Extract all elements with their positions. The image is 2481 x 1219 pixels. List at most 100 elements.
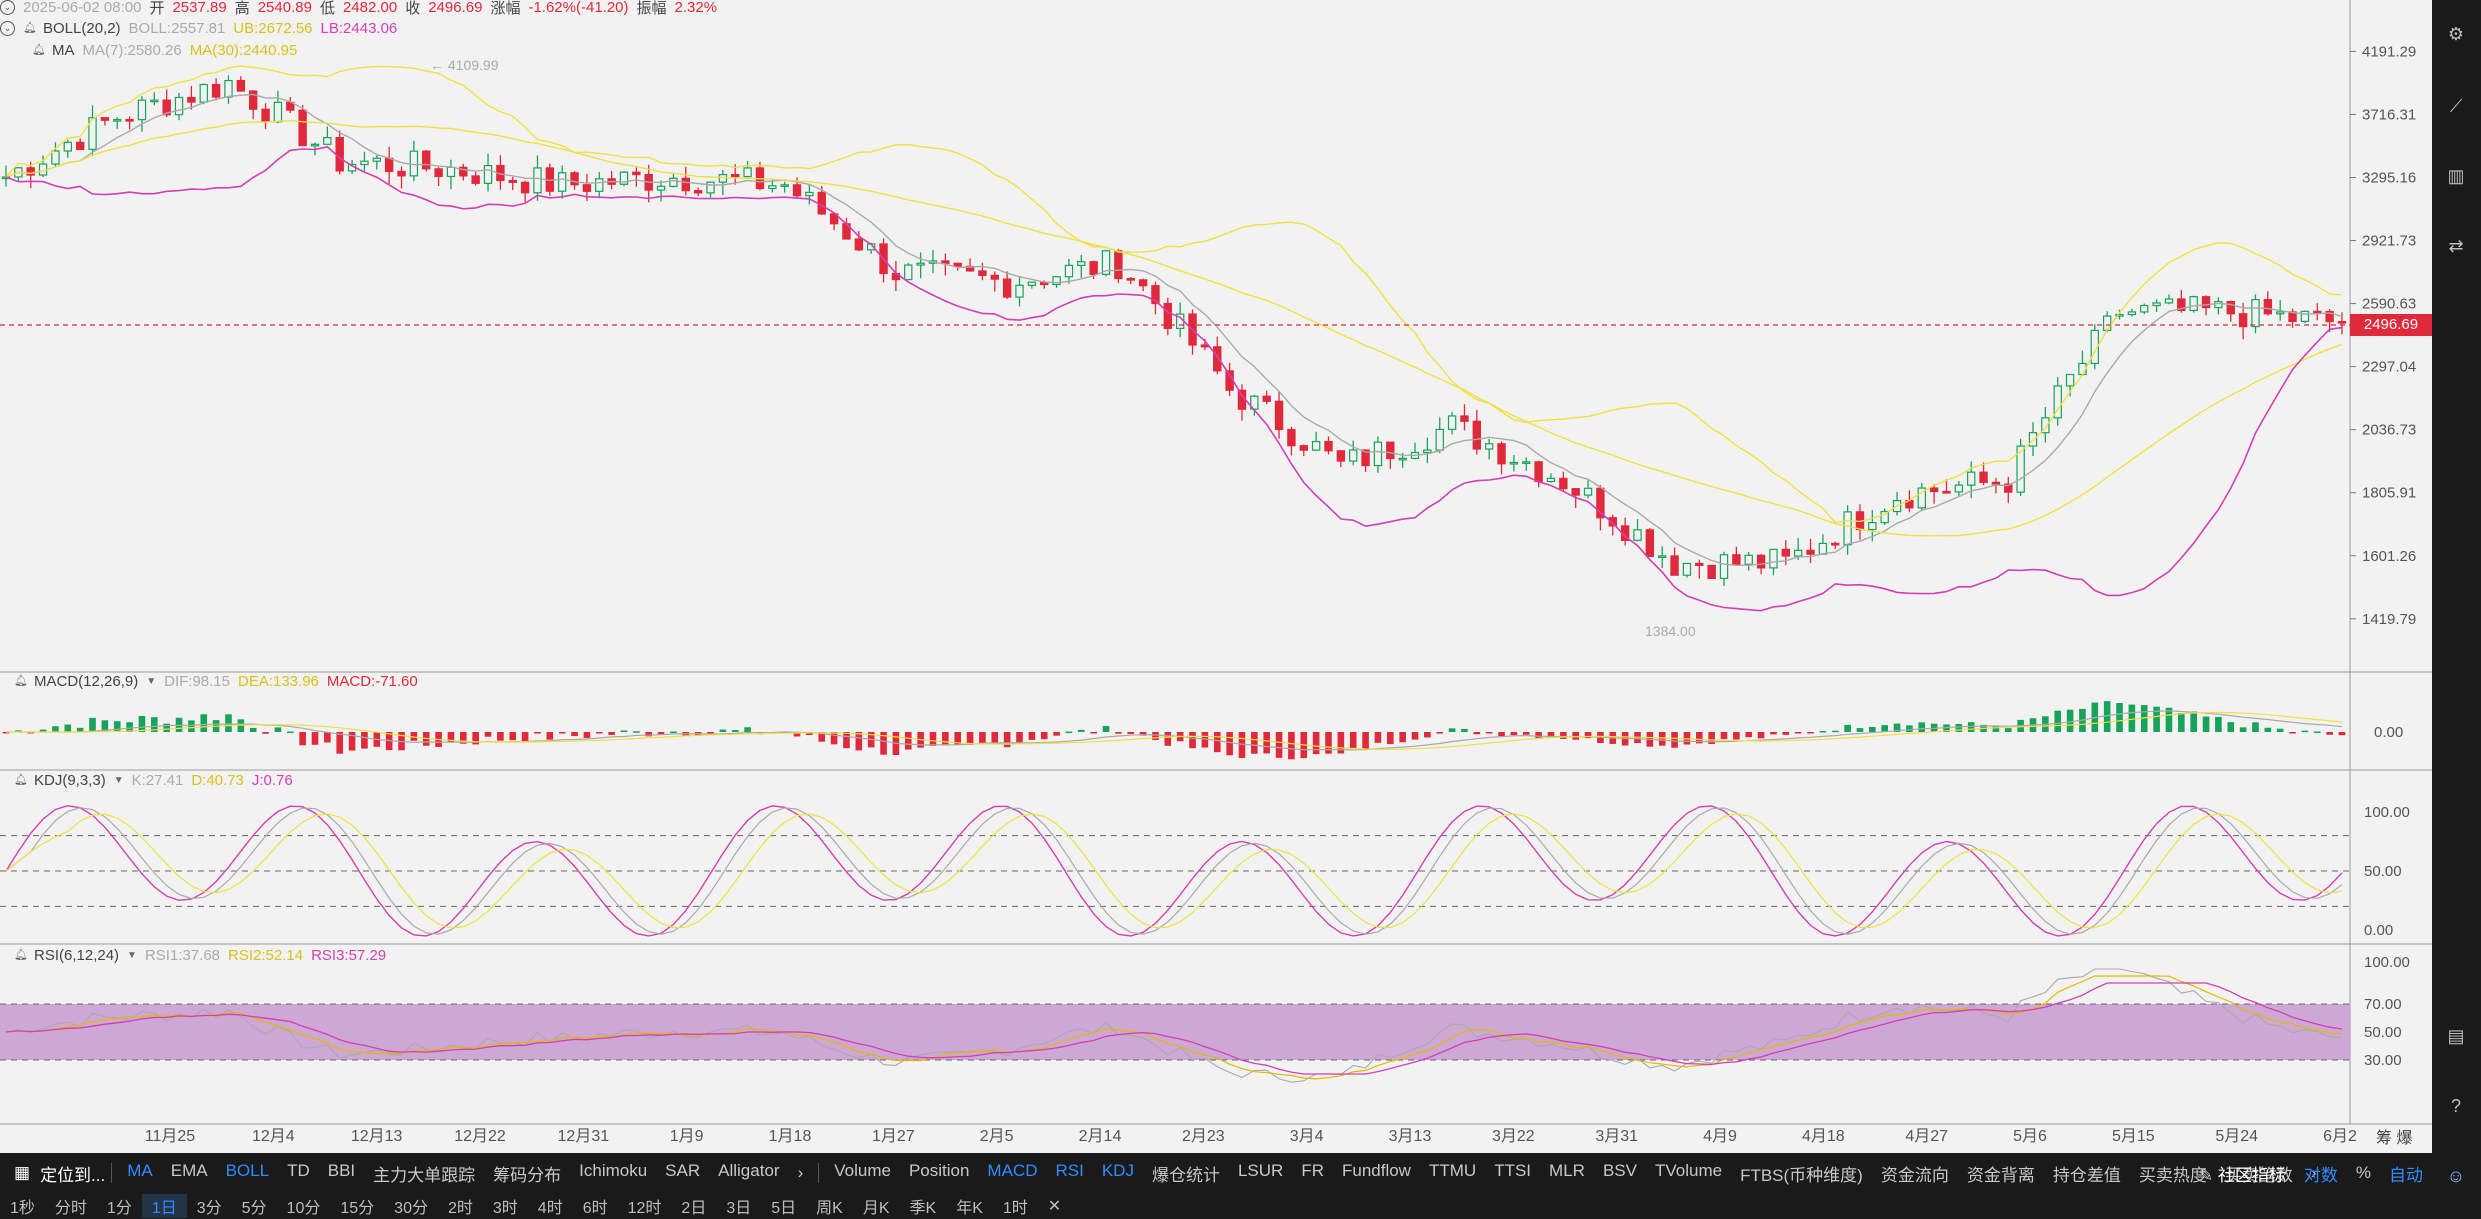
candle-up bbox=[1843, 511, 1852, 546]
bell-icon[interactable]: 🔔︎ bbox=[14, 774, 28, 786]
corner-label[interactable]: 筹 爆 bbox=[2376, 1130, 2413, 1147]
log-scale-toggle[interactable]: 对数 bbox=[2303, 1165, 2338, 1185]
timeframe-1[interactable]: 分时 bbox=[54, 1200, 87, 1217]
macd-bar bbox=[1770, 732, 1777, 735]
candle-down bbox=[941, 260, 950, 264]
locate-button[interactable]: ▦ 定位到... bbox=[14, 1163, 106, 1185]
timeframe-2[interactable]: 1分 bbox=[106, 1200, 132, 1217]
date-axis-label: 12月13 bbox=[351, 1128, 403, 1145]
bell-icon[interactable]: 🔔︎ bbox=[14, 675, 28, 687]
help-icon[interactable]: ? bbox=[2450, 1096, 2461, 1116]
indicator--[interactable]: 资金背离 bbox=[1966, 1165, 2035, 1185]
indicator-volume[interactable]: Volume bbox=[834, 1160, 891, 1180]
indicator--[interactable]: 持仓差值 bbox=[2052, 1165, 2121, 1185]
indicator-ema[interactable]: EMA bbox=[170, 1160, 208, 1180]
candle-down bbox=[2201, 296, 2211, 309]
divider bbox=[111, 1163, 113, 1183]
timeframe-13[interactable]: 12时 bbox=[627, 1200, 662, 1217]
indicator-tvolume[interactable]: TVolume bbox=[1654, 1160, 1723, 1180]
indicator-ftbs-[interactable]: FTBS(币种维度) bbox=[1740, 1165, 1863, 1185]
timeframe-21[interactable]: 1时 bbox=[1002, 1200, 1028, 1217]
macd-bar bbox=[1016, 732, 1023, 743]
candle-down bbox=[1781, 548, 1791, 557]
indicator--[interactable]: 买卖笔数 bbox=[2224, 1165, 2293, 1185]
indicator-fr[interactable]: FR bbox=[1301, 1160, 1324, 1180]
indicator--[interactable]: 筹码分布 bbox=[493, 1165, 562, 1185]
indicator-lsur[interactable]: LSUR bbox=[1237, 1160, 1284, 1180]
timeframe-10[interactable]: 3时 bbox=[492, 1200, 518, 1217]
layout-icon[interactable]: ▤ bbox=[2447, 1026, 2465, 1046]
timeframe-16[interactable]: 5日 bbox=[771, 1200, 797, 1217]
bell-icon[interactable]: 🔔︎ bbox=[23, 22, 37, 34]
candle-down bbox=[1002, 278, 1012, 298]
timeframe-19[interactable]: 季K bbox=[909, 1200, 937, 1217]
indicator-bsv[interactable]: BSV bbox=[1602, 1160, 1637, 1180]
dropdown-arrow-icon[interactable]: ▼ bbox=[127, 949, 137, 961]
indicator--[interactable]: 爆仓统计 bbox=[1151, 1165, 1220, 1185]
dropdown-arrow-icon[interactable]: ▼ bbox=[113, 774, 124, 786]
collapse-icon[interactable]: ⌄ bbox=[0, 20, 15, 36]
timeframe-3[interactable]: 1日 bbox=[141, 1194, 187, 1218]
timeframe-0[interactable]: 1秒 bbox=[10, 1200, 35, 1217]
timeframe-7[interactable]: 15分 bbox=[340, 1200, 375, 1217]
indicator-sar[interactable]: SAR bbox=[665, 1160, 701, 1180]
indicator-bbi[interactable]: BBI bbox=[327, 1160, 356, 1180]
macd-bar bbox=[1399, 732, 1406, 743]
timeframe-20[interactable]: 年K bbox=[956, 1200, 983, 1217]
assistant-icon[interactable]: ☺ bbox=[2446, 1166, 2466, 1186]
percent-scale-toggle[interactable]: % bbox=[2355, 1163, 2371, 1182]
indicator-macd[interactable]: MACD bbox=[987, 1160, 1038, 1180]
close-icon[interactable]: ✕ bbox=[1047, 1198, 1062, 1215]
indicator--[interactable]: 主力大单跟踪 bbox=[373, 1165, 476, 1185]
candle-up bbox=[1398, 457, 1407, 461]
indicator-kdj[interactable]: KDJ bbox=[1101, 1160, 1134, 1180]
timeframe-14[interactable]: 2日 bbox=[681, 1200, 707, 1217]
timeframe-5[interactable]: 5分 bbox=[241, 1200, 267, 1217]
timeframe-9[interactable]: 2时 bbox=[447, 1200, 473, 1217]
auto-scale-toggle[interactable]: 自动 bbox=[2389, 1165, 2423, 1185]
timeframe-17[interactable]: 周K bbox=[816, 1200, 843, 1217]
candle-down bbox=[1361, 449, 1370, 467]
draw-trend-icon[interactable]: ⟋ bbox=[2449, 96, 2463, 116]
timeframe-15[interactable]: 3日 bbox=[726, 1200, 752, 1217]
community-indicators-button[interactable]: ✎ 社区指标 bbox=[2198, 1165, 2286, 1185]
indicator-td[interactable]: TD bbox=[287, 1160, 310, 1180]
indicator-ichimoku[interactable]: Ichimoku bbox=[579, 1160, 648, 1180]
chart-canvas[interactable]: 4191.29 3716.31 3295.16 2921.73 2590.63 2297.… bbox=[0, 0, 2432, 1153]
indicator-icon[interactable]: ▥ bbox=[2447, 166, 2465, 186]
bell-icon[interactable]: 🔔︎ bbox=[14, 949, 28, 961]
indicator-ma[interactable]: MA bbox=[127, 1160, 153, 1180]
indicator-fundflow[interactable]: Fundflow bbox=[1341, 1160, 1411, 1180]
candle-up bbox=[904, 264, 913, 281]
indicator-ttmu[interactable]: TTMU bbox=[1428, 1160, 1477, 1180]
settings-icon[interactable]: ⚙ bbox=[2447, 24, 2465, 44]
candle-up bbox=[1064, 264, 1074, 278]
timeframe-6[interactable]: 10分 bbox=[286, 1200, 321, 1217]
timeframe-4[interactable]: 3分 bbox=[196, 1200, 222, 1217]
indicator-ttsi[interactable]: TTSI bbox=[1494, 1160, 1532, 1180]
price-axis-label: 2297.04 bbox=[2362, 359, 2416, 376]
timeframe-12[interactable]: 6时 bbox=[582, 1200, 608, 1217]
indicator-boll[interactable]: BOLL bbox=[225, 1160, 270, 1180]
indicator-alligator[interactable]: Alligator bbox=[718, 1160, 780, 1180]
candle-down bbox=[2263, 299, 2273, 315]
indicator--[interactable]: 资金流向 bbox=[1880, 1165, 1949, 1185]
chevron-right-icon[interactable]: › bbox=[2310, 1163, 2317, 1182]
macd-bar bbox=[731, 730, 739, 732]
swap-icon[interactable]: ⇄ bbox=[2448, 236, 2464, 256]
macd-bar bbox=[1251, 732, 1258, 754]
macd-bar bbox=[1003, 732, 1011, 748]
indicator--[interactable]: 买卖热度 bbox=[2138, 1165, 2207, 1185]
dropdown-arrow-icon[interactable]: ▼ bbox=[146, 675, 157, 687]
bell-icon[interactable]: 🔔︎ bbox=[32, 44, 46, 56]
indicator-position[interactable]: Position bbox=[908, 1160, 970, 1180]
indicator-mlr[interactable]: MLR bbox=[1549, 1160, 1585, 1180]
chevron-right-icon[interactable]: › bbox=[797, 1163, 804, 1182]
timeframe-8[interactable]: 30分 bbox=[394, 1200, 428, 1217]
timeframe-18[interactable]: 月K bbox=[862, 1200, 890, 1217]
collapse-icon[interactable]: ⌄ bbox=[0, 0, 15, 15]
candle-down bbox=[1324, 440, 1333, 452]
candle-down bbox=[1336, 450, 1346, 462]
indicator-rsi[interactable]: RSI bbox=[1055, 1160, 1084, 1180]
timeframe-11[interactable]: 4时 bbox=[537, 1200, 563, 1217]
